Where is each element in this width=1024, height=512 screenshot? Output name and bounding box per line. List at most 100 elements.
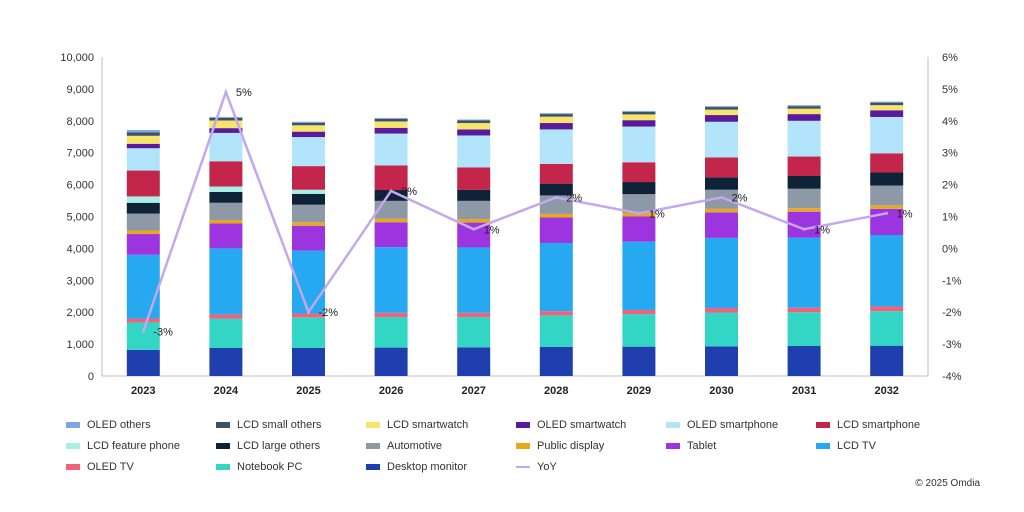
bar-segment <box>787 108 821 115</box>
yoy-data-label: 1% <box>484 224 500 236</box>
bar-segment <box>622 162 656 183</box>
bar-segment <box>787 120 821 157</box>
legend-label: LCD TV <box>837 440 876 452</box>
bar-segment <box>787 312 821 347</box>
bar-segment <box>374 222 408 248</box>
yoy-data-label: 2% <box>732 192 748 204</box>
y-right-tick-label: 1% <box>942 212 958 224</box>
bar-segment <box>539 346 573 376</box>
bar-segment <box>457 129 491 136</box>
legend-item: LCD TV <box>816 438 876 454</box>
bar-segment <box>870 102 904 106</box>
bar-segment <box>457 119 491 121</box>
bar-segment <box>292 222 325 226</box>
legend-swatch <box>816 443 830 449</box>
x-tick-label: 2028 <box>544 385 568 397</box>
legend-swatch <box>66 422 80 428</box>
bar-segment <box>209 314 243 319</box>
yoy-point <box>885 211 889 215</box>
bar-segment <box>622 126 656 163</box>
y-left-tick-label: 8,000 <box>66 116 94 128</box>
bar-segment <box>457 222 491 248</box>
bar-segment <box>870 172 904 186</box>
legend-label: OLED others <box>87 419 151 431</box>
bar-segment <box>870 185 904 206</box>
bar-segment <box>539 163 573 184</box>
yoy-point <box>141 329 145 333</box>
bar-segment <box>209 347 243 376</box>
bar-segment <box>870 101 904 103</box>
bar-segment <box>539 114 573 117</box>
bar-segment <box>374 117 408 119</box>
yoy-point <box>720 195 723 199</box>
bar-segment <box>705 157 738 178</box>
bar-segment <box>705 237 738 309</box>
bar-segment <box>292 121 325 123</box>
bar-segment <box>126 170 160 197</box>
bar-segment <box>126 213 160 231</box>
legend-swatch <box>366 464 380 470</box>
x-tick-label: 2024 <box>214 385 239 397</box>
bar-segment <box>787 106 821 109</box>
bar-segment <box>209 223 243 249</box>
legend-line-swatch <box>516 466 530 468</box>
bar-segment <box>787 346 821 376</box>
bar-segment <box>870 116 904 154</box>
bar-segment <box>209 248 243 315</box>
y-left-tick-label: 0 <box>88 371 94 383</box>
bar-segment <box>126 234 160 255</box>
bar-segment <box>705 189 738 209</box>
yoy-data-label: 2% <box>401 186 417 198</box>
yoy-point <box>224 90 228 94</box>
legend-swatch <box>216 422 230 428</box>
bar-segment <box>622 216 656 242</box>
legend-label: OLED TV <box>87 461 134 473</box>
bar-segment <box>539 129 573 164</box>
bar-segment <box>209 128 243 133</box>
bar-segment <box>705 109 738 116</box>
yoy-data-label: -2% <box>319 307 339 319</box>
yoy-data-label: 1% <box>897 208 913 220</box>
y-right-tick-label: -2% <box>942 307 962 319</box>
bar-segment <box>126 349 160 376</box>
bar-segment <box>292 193 325 205</box>
bar-segment <box>622 120 656 127</box>
bar-segment <box>457 189 491 201</box>
yoy-data-label: 1% <box>814 224 830 236</box>
x-tick-label: 2029 <box>627 385 651 397</box>
x-tick-label: 2025 <box>296 385 320 397</box>
x-tick-label: 2031 <box>792 385 816 397</box>
yoy-data-label: 5% <box>236 87 252 99</box>
bar-segment <box>870 311 904 346</box>
bar-segment <box>705 208 738 213</box>
bar-segment <box>209 318 243 348</box>
legend-swatch <box>216 464 230 470</box>
bar-segment <box>374 347 408 376</box>
y-left-tick-label: 7,000 <box>66 148 94 160</box>
yoy-point <box>554 195 558 199</box>
bar-segment <box>292 313 325 318</box>
bar-segment <box>126 196 160 203</box>
y-right-tick-label: 6% <box>942 52 958 64</box>
legend-item: Notebook PC <box>216 459 302 475</box>
yoy-line <box>142 88 887 332</box>
legend-item: YoY <box>516 459 557 475</box>
legend-label: OLED smartwatch <box>537 419 627 431</box>
bar-segment <box>705 177 738 190</box>
bar-segment <box>705 121 738 158</box>
yoy-data-label: 2% <box>566 192 582 204</box>
legend-item: Automotive <box>366 438 442 454</box>
legend-swatch <box>516 422 530 428</box>
bar-segment <box>126 143 160 149</box>
bar-segment <box>622 309 656 315</box>
legend-item: LCD smartphone <box>816 417 920 433</box>
x-tick-label: 2027 <box>461 385 485 397</box>
bar-segment <box>374 127 408 134</box>
bar-segment <box>870 153 904 173</box>
legend-item: Public display <box>516 438 604 454</box>
bar-segment <box>622 114 656 121</box>
bar-segment <box>374 133 408 166</box>
bar-segment <box>209 220 243 224</box>
x-tick-label: 2032 <box>874 385 898 397</box>
y-right-tick-label: 2% <box>942 180 958 192</box>
